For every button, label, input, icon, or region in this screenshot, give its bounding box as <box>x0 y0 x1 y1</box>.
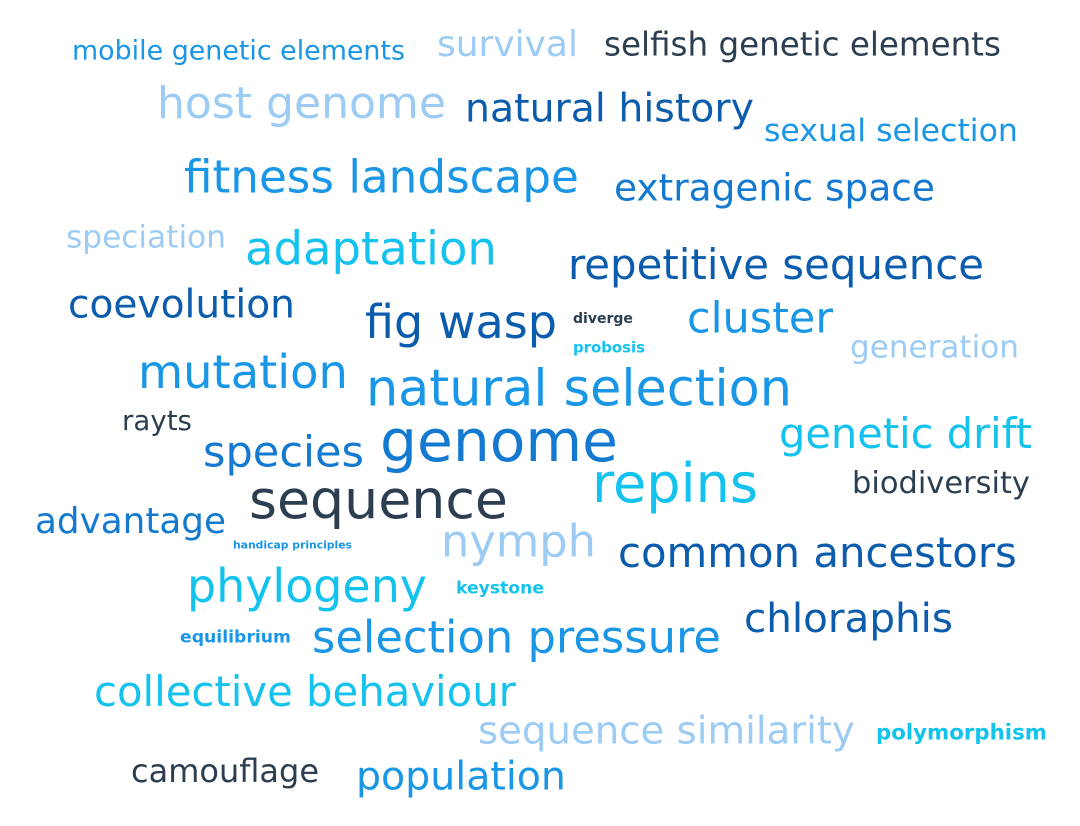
word-selfish-genetic-elements: selfish genetic elements <box>604 25 1001 64</box>
word-fitness-landscape: fitness landscape <box>184 150 579 204</box>
word-chloraphis: chloraphis <box>744 593 954 642</box>
word-mutation: mutation <box>138 344 348 399</box>
word-polymorphism: polymorphism <box>876 720 1047 746</box>
word-advantage: advantage <box>35 501 226 543</box>
word-selection-pressure: selection pressure <box>312 610 721 664</box>
word-natural-history: natural history <box>465 85 754 132</box>
word-generation: generation <box>850 329 1019 366</box>
word-adaptation: adaptation <box>245 221 497 276</box>
word-sequence-similarity: sequence similarity <box>478 708 855 754</box>
word-coevolution: coevolution <box>68 282 295 328</box>
word-sequence: sequence <box>249 468 508 532</box>
word-population: population <box>356 753 566 800</box>
word-extragenic-space: extragenic space <box>614 165 935 210</box>
word-camouflage: camouflage <box>131 752 319 790</box>
word-biodiversity: biodiversity <box>852 465 1030 501</box>
word-host-genome: host genome <box>157 77 446 129</box>
word-cluster: cluster <box>687 293 833 344</box>
word-speciation: speciation <box>66 219 226 256</box>
word-common-ancestors: common ancestors <box>618 528 1017 578</box>
word-sexual-selection: sexual selection <box>764 113 1018 150</box>
word-handicap-principles: handicap principles <box>233 538 352 552</box>
word-genetic-drift: genetic drift <box>779 409 1032 459</box>
word-repetitive-sequence: repetitive sequence <box>568 240 984 290</box>
word-natural-selection: natural selection <box>366 358 792 418</box>
word-equilibrium: equilibrium <box>180 627 291 648</box>
word-diverge: diverge <box>573 310 633 327</box>
word-genome: genome <box>380 406 618 475</box>
word-rayts: rayts <box>122 404 192 438</box>
word-nymph: nymph <box>441 515 596 568</box>
word-mobile-genetic-elements: mobile genetic elements <box>72 35 405 67</box>
word-keystone: keystone <box>456 578 544 599</box>
word-species: species <box>203 427 364 478</box>
word-fig-wasp: fig wasp <box>365 294 557 349</box>
word-survival: survival <box>437 24 578 66</box>
word-probosis: probosis <box>573 338 645 357</box>
word-repins: repins <box>592 451 758 515</box>
word-phylogeny: phylogeny <box>187 559 427 614</box>
word-collective-behaviour: collective behaviour <box>94 667 516 717</box>
